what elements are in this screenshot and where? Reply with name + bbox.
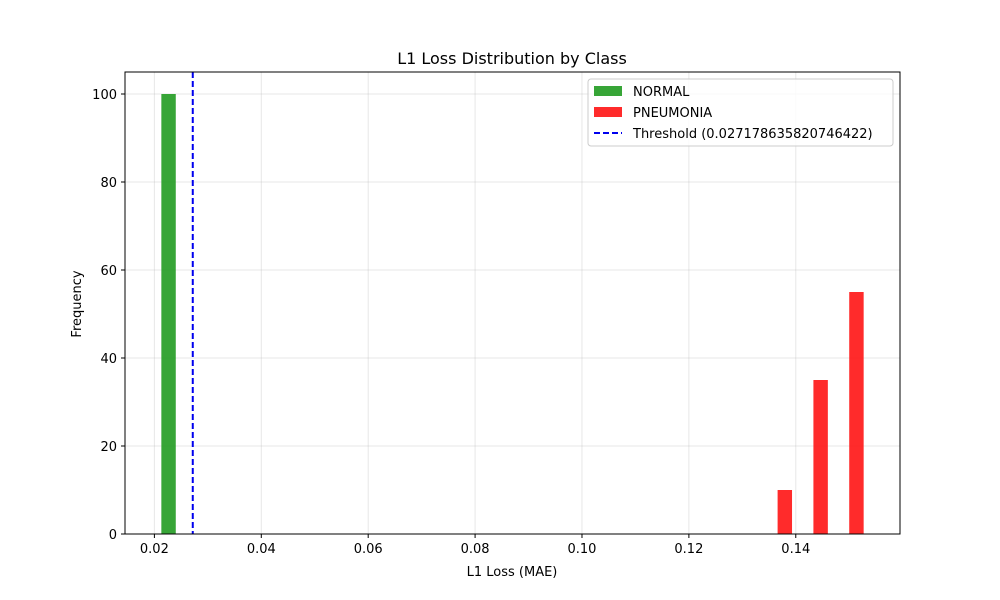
legend-swatch: [594, 107, 622, 117]
y-tick-label: 60: [100, 264, 117, 279]
x-tick-label: 0.10: [568, 542, 597, 557]
y-tick-label: 20: [100, 440, 117, 455]
x-tick-label: 0.06: [354, 542, 383, 557]
bars: [161, 94, 864, 534]
legend-label: Threshold (0.027178635820746422): [632, 127, 873, 142]
y-tick-label: 100: [92, 88, 117, 103]
plot-frame: [124, 71, 901, 535]
legend-swatch: [594, 86, 622, 96]
x-tick-label: 0.04: [247, 542, 276, 557]
legend: NORMAL PNEUMONIA Threshold (0.027178635820…: [587, 78, 894, 147]
x-tick-label: 0.14: [781, 542, 810, 557]
y-tick-label: 0: [109, 528, 117, 543]
bar-pneumonia: [849, 292, 864, 534]
bar-normal: [161, 94, 176, 534]
y-tick-label: 40: [100, 352, 117, 367]
bar-pneumonia: [813, 380, 828, 534]
x-tick-label: 0.12: [674, 542, 703, 557]
bar-pneumonia: [777, 490, 793, 534]
legend-label: PNEUMONIA: [633, 106, 712, 121]
x-tick-label: 0.02: [140, 542, 169, 557]
legend-label: NORMAL: [633, 85, 690, 100]
chart-title: L1 Loss Distribution by Class: [397, 49, 627, 68]
x-axis-ticks: 0.02 0.04 0.06 0.08 0.10 0.12 0.14: [140, 534, 810, 557]
x-axis-label: L1 Loss (MAE): [467, 565, 558, 580]
x-tick-label: 0.08: [461, 542, 490, 557]
y-tick-label: 80: [100, 176, 117, 191]
legend-box: [587, 78, 894, 147]
y-axis-label: Frequency: [70, 270, 85, 337]
y-axis-ticks: 0 20 40 60 80 100: [92, 88, 125, 543]
